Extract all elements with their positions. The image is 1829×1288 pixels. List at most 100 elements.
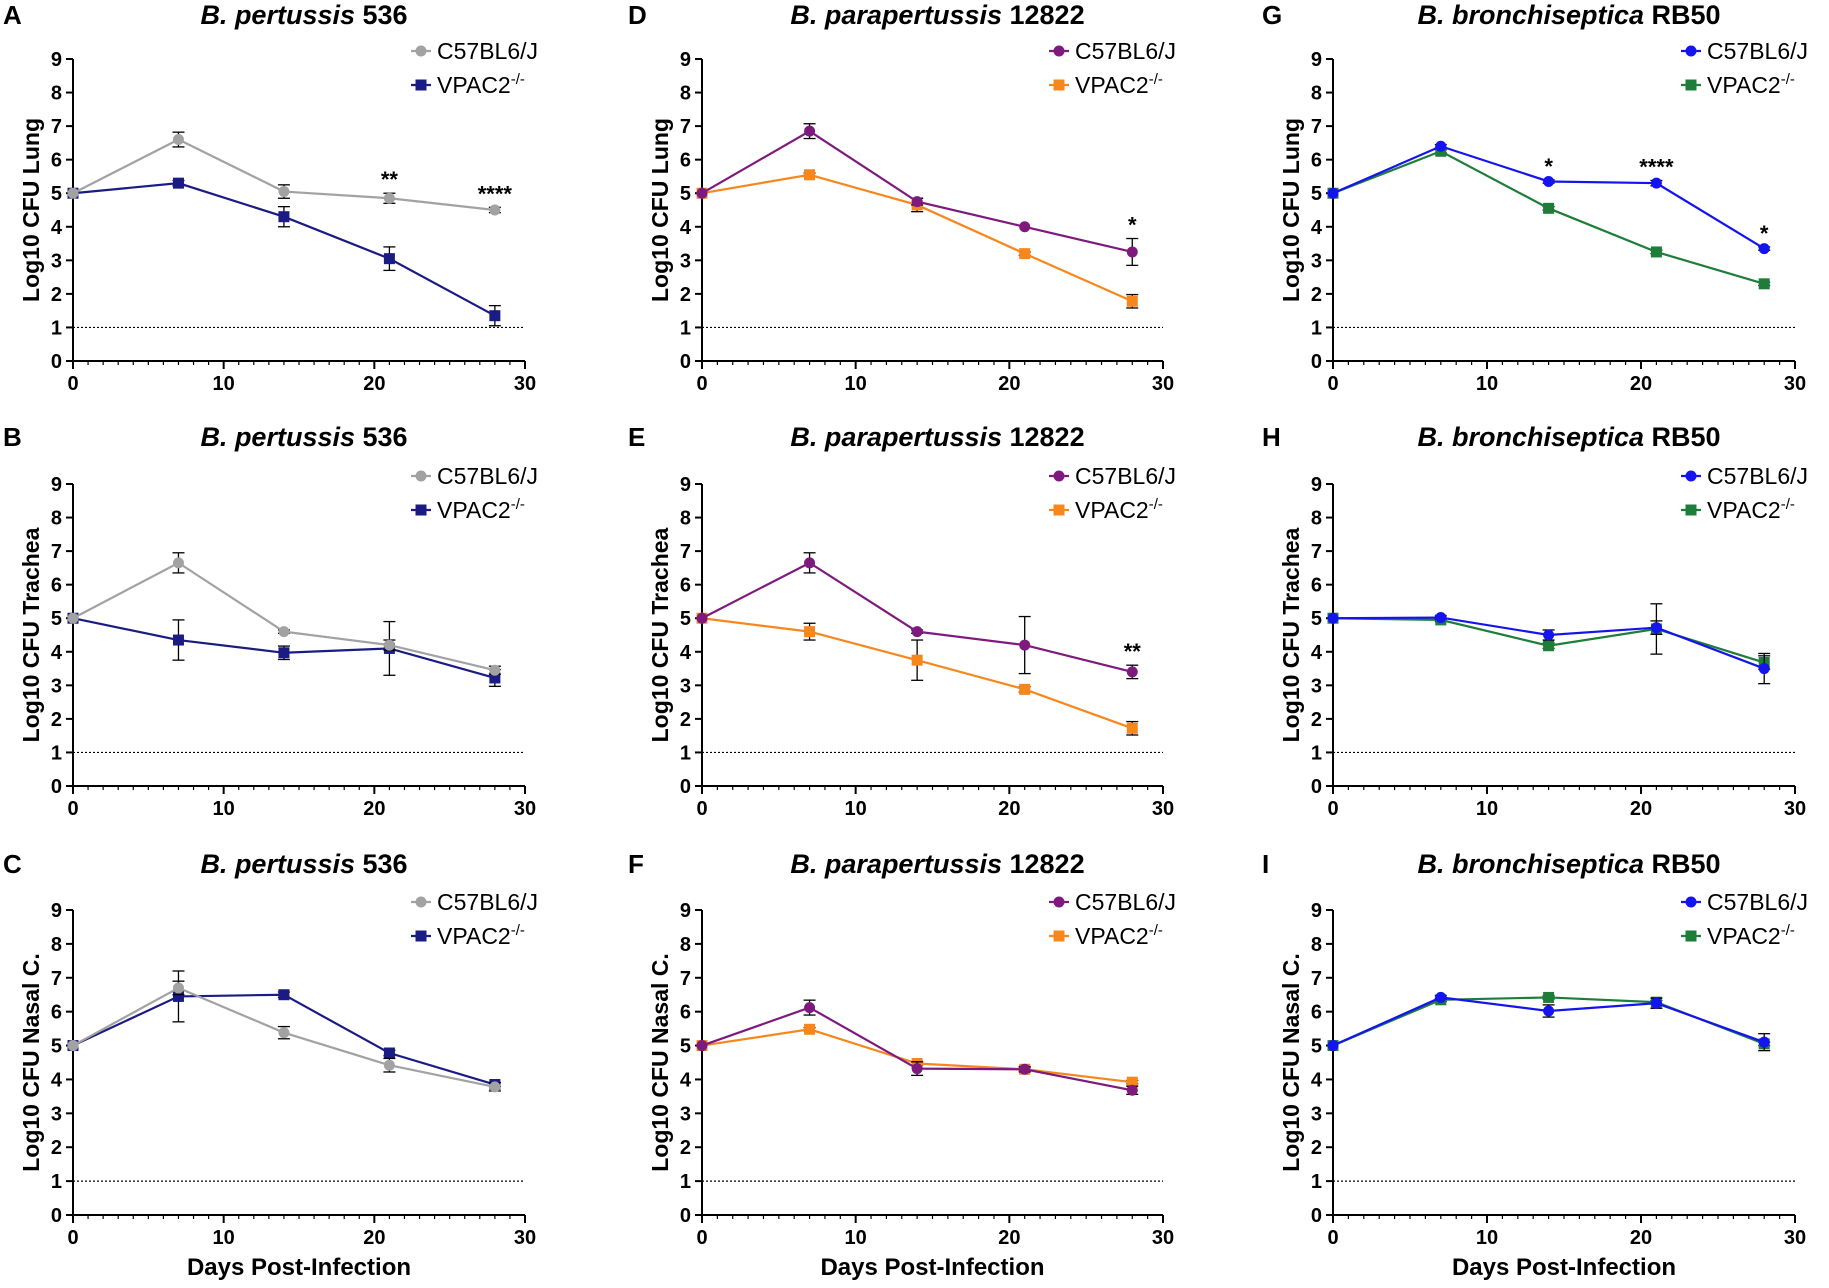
data-point — [1327, 1040, 1339, 1052]
panel-title-species: B. bronchiseptica — [1417, 422, 1644, 452]
y-tick-label: 9 — [1311, 49, 1322, 71]
data-point — [489, 1081, 501, 1093]
x-tick-label: 20 — [363, 373, 385, 395]
y-tick-label: 1 — [51, 317, 62, 339]
y-tick-label: 9 — [680, 900, 691, 922]
significance-marker: ** — [381, 167, 399, 192]
data-point — [1327, 612, 1339, 624]
legend-entry-c57bl6j: C57BL6/J — [1681, 463, 1808, 489]
data-point — [804, 169, 816, 181]
panel-letter: I — [1262, 849, 1269, 879]
panel-title-strain: 12822 — [1002, 422, 1085, 452]
y-tick-label: 1 — [680, 317, 691, 339]
legend-label-base: VPAC2 — [1707, 497, 1781, 523]
legend-label: C57BL6/J — [1707, 463, 1808, 489]
legend-label-base: VPAC2 — [1075, 497, 1149, 523]
legend-label-superscript: -/- — [1149, 922, 1163, 939]
y-tick-label: 0 — [680, 351, 691, 373]
y-tick-label: 8 — [680, 508, 691, 530]
y-tick-label: 8 — [1311, 83, 1322, 105]
x-tick-label: 0 — [696, 373, 707, 395]
panel-title-strain: 536 — [355, 0, 408, 30]
data-point — [1650, 997, 1662, 1009]
significance-marker: **** — [478, 181, 513, 206]
data-point — [172, 982, 184, 994]
data-point — [1435, 140, 1447, 152]
y-tick-label: 8 — [51, 83, 62, 105]
panel-title-species: B. parapertussis — [790, 0, 1002, 30]
data-point — [804, 125, 816, 137]
legend-marker — [1053, 79, 1065, 91]
y-tick-label: 1 — [680, 1171, 691, 1193]
y-tick-label: 7 — [680, 968, 691, 990]
data-point — [1126, 722, 1138, 734]
panel-title-strain: RB50 — [1644, 849, 1721, 879]
panel-title-species: B. pertussis — [200, 0, 355, 30]
y-tick-label: 7 — [680, 116, 691, 138]
data-point — [383, 192, 395, 204]
panel-letter: H — [1262, 422, 1281, 452]
y-tick-label: 2 — [680, 284, 691, 306]
y-tick-label: 9 — [1311, 474, 1322, 496]
legend-marker — [1053, 896, 1065, 908]
y-tick-label: 5 — [51, 1036, 62, 1058]
y-tick-label: 6 — [51, 150, 62, 172]
x-tick-label: 30 — [1784, 1227, 1806, 1249]
y-tick-label: 3 — [680, 675, 691, 697]
panel-title-species: B. pertussis — [200, 422, 355, 452]
x-tick-label: 10 — [1476, 373, 1498, 395]
y-tick-label: 6 — [1311, 1002, 1322, 1024]
legend-marker — [415, 896, 427, 908]
panel-letter: B — [3, 422, 22, 452]
data-point — [1126, 246, 1138, 258]
data-point — [1543, 1005, 1555, 1017]
y-tick-label: 3 — [1311, 1103, 1322, 1125]
data-point — [67, 187, 79, 199]
panel-title-strain: RB50 — [1644, 0, 1721, 30]
y-tick-label: 4 — [51, 642, 63, 664]
panel-letter: G — [1262, 0, 1282, 30]
series-c57bl6j — [67, 980, 501, 1093]
data-point — [383, 253, 395, 265]
data-point — [278, 989, 290, 1001]
legend-entry-vpac2-ko: VPAC2-/- — [411, 71, 525, 98]
x-tick-label: 10 — [845, 373, 867, 395]
y-tick-label: 2 — [680, 709, 691, 731]
x-tick-label: 30 — [1152, 1227, 1174, 1249]
legend-marker — [1685, 79, 1697, 91]
panel-letter: E — [628, 422, 645, 452]
y-tick-label: 0 — [51, 1205, 62, 1227]
data-point — [172, 634, 184, 646]
panel-a: A B. pertussis 536 Log10 CFU Lung 0 1 2 3 4 5 6 7 8… — [3, 0, 538, 395]
legend-label: C57BL6/J — [1075, 889, 1176, 915]
legend-marker — [1053, 930, 1065, 942]
legend-marker — [1053, 45, 1065, 57]
data-point — [804, 1002, 816, 1014]
y-tick-label: 9 — [680, 49, 691, 71]
data-point — [1126, 295, 1138, 307]
y-tick-label: 3 — [51, 250, 62, 272]
panel-title: B. bronchiseptica RB50 — [1417, 422, 1720, 452]
series-c57bl6j — [1327, 991, 1771, 1052]
panel-title: B. pertussis 536 — [200, 0, 407, 30]
x-tick-label: 20 — [998, 798, 1020, 820]
x-axis-label: Days Post-Infection — [187, 1254, 411, 1281]
legend-label: VPAC2-/- — [1707, 922, 1795, 949]
significance-marker: ** — [1124, 639, 1142, 664]
data-point — [696, 612, 708, 624]
y-tick-label: 7 — [1311, 541, 1322, 563]
y-tick-label: 0 — [1311, 776, 1322, 798]
y-axis-label: Log10 CFU Nasal C. — [18, 953, 44, 1172]
data-point — [1758, 1036, 1770, 1048]
y-tick-label: 2 — [51, 709, 62, 731]
data-point — [278, 1027, 290, 1039]
data-point — [278, 626, 290, 638]
x-axis-label: Days Post-Infection — [820, 1254, 1044, 1281]
y-axis-label: Log10 CFU Nasal C. — [647, 953, 673, 1172]
data-point — [489, 204, 501, 216]
series-vpac2-ko — [67, 612, 501, 687]
y-tick-label: 5 — [1311, 183, 1322, 205]
legend-entry-c57bl6j: C57BL6/J — [1681, 38, 1808, 64]
series-line — [701, 1006, 1133, 1092]
